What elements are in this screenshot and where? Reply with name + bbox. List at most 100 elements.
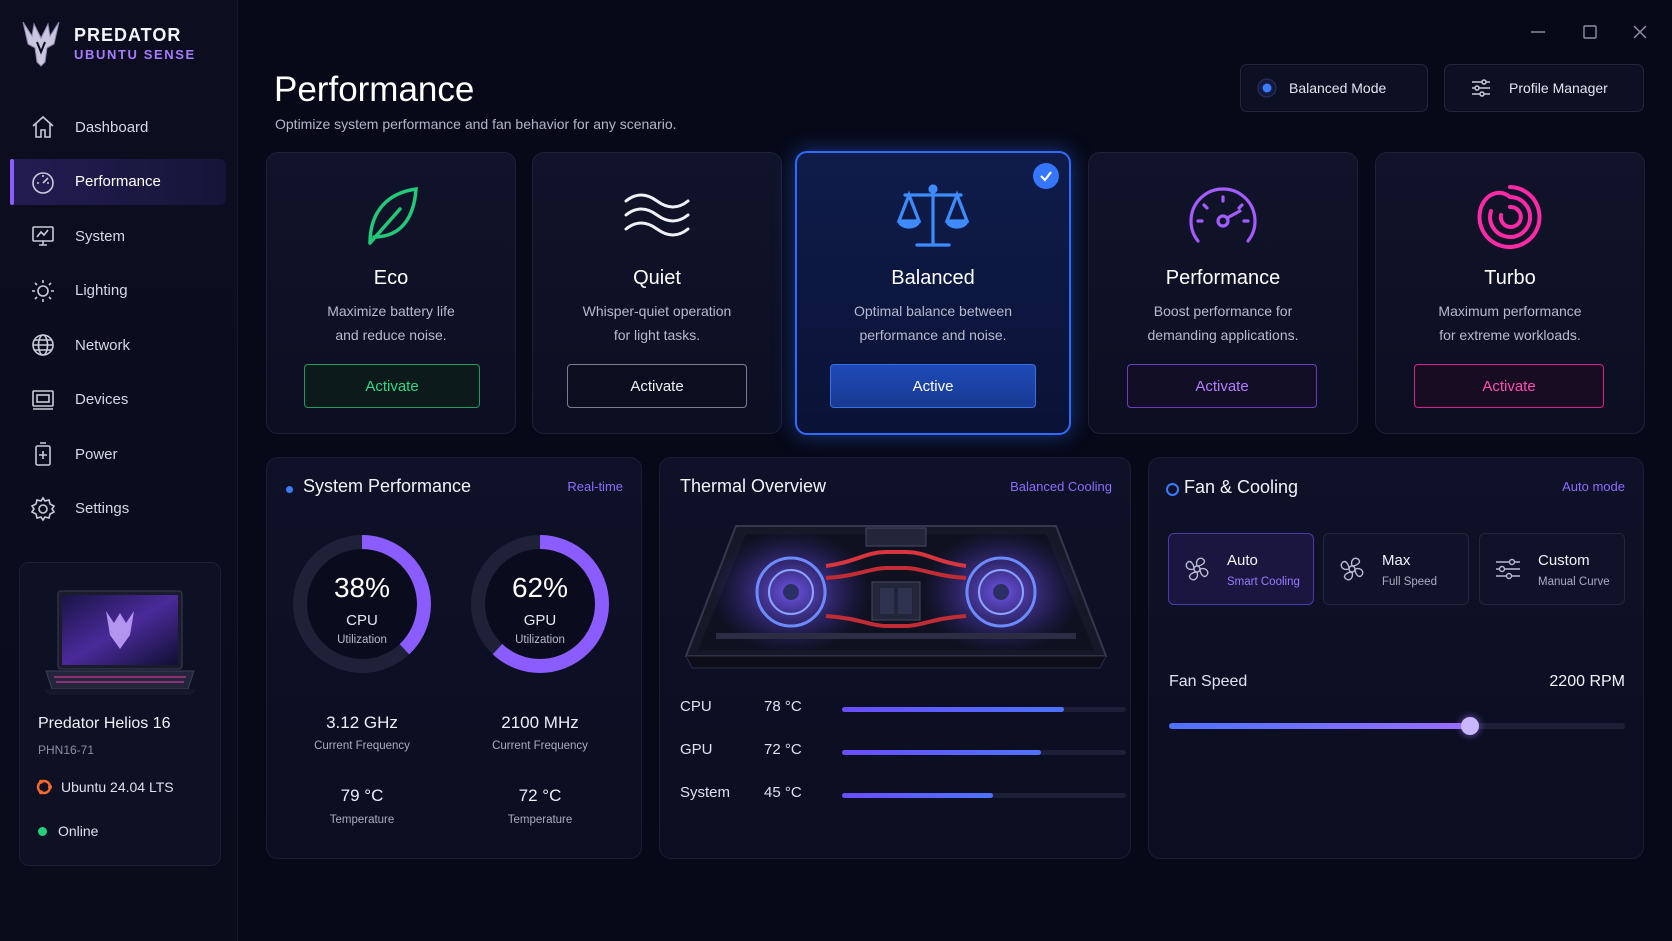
- page-subtitle: Optimize system performance and fan beha…: [275, 116, 677, 132]
- thermal-overview-panel: Thermal Overview Balanced Cooling CPU 78…: [659, 457, 1131, 859]
- gear-icon: [30, 496, 56, 521]
- fan-mode-custom[interactable]: Custom Manual Curve: [1479, 533, 1625, 605]
- fan-speed-handle[interactable]: [1460, 717, 1479, 735]
- thermal-bar-fill: [842, 750, 1041, 755]
- speedometer-icon: [1189, 187, 1257, 243]
- mode-name: Balanced: [891, 267, 975, 289]
- leaf-icon: [368, 186, 418, 245]
- fan-mode-title: Max: [1382, 552, 1411, 569]
- sidebar-item-settings[interactable]: Settings: [10, 486, 226, 532]
- sun-icon: [32, 279, 54, 302]
- close-icon[interactable]: [1628, 20, 1652, 44]
- app-logo: PREDATOR UBUNTU SENSE: [20, 18, 196, 68]
- cooling-tag: Balanced Cooling: [1010, 479, 1112, 494]
- brand-subtitle: UBUNTU SENSE: [74, 46, 196, 62]
- scale-icon: [896, 184, 970, 247]
- gpu-percent: 62%: [511, 572, 569, 603]
- gpu-temperature-label: Temperature: [507, 814, 573, 826]
- cpu-gauge: 38% CPU Utilization: [288, 530, 436, 678]
- mode-description: Whisper-quiet operation for light tasks.: [582, 303, 732, 343]
- sidebar-item-label: Dashboard: [75, 118, 149, 136]
- sidebar-item-devices[interactable]: Devices: [10, 377, 226, 423]
- gpu-label: GPU: [523, 612, 557, 629]
- maximize-icon[interactable]: [1578, 20, 1602, 44]
- minimize-icon[interactable]: [1526, 20, 1550, 44]
- laptop-image: [44, 590, 196, 695]
- sidebar-item-system[interactable]: System: [10, 213, 226, 259]
- balanced-mode-button[interactable]: Balanced Mode: [1240, 64, 1428, 112]
- gpu-frequency: 2100 MHz: [501, 713, 579, 732]
- sidebar-item-dashboard[interactable]: Dashboard: [10, 104, 226, 150]
- mode-name: Performance: [1165, 267, 1281, 289]
- activate-quiet-button[interactable]: Activate: [567, 364, 747, 408]
- device-name: Predator Helios 16: [38, 715, 171, 732]
- thermal-bar-fill: [842, 707, 1064, 712]
- sidebar-item-label: Settings: [75, 500, 130, 517]
- home-icon: [32, 115, 54, 138]
- fan-mode-subtitle: Full Speed: [1382, 576, 1437, 588]
- profile-manager-button[interactable]: Profile Manager: [1444, 64, 1644, 112]
- fan-mode-subtitle: Smart Cooling: [1227, 576, 1300, 588]
- fan-mode-auto[interactable]: Auto Smart Cooling: [1168, 533, 1314, 605]
- mode-card-quiet[interactable]: Quiet Whisper-quiet operation for light t…: [532, 152, 782, 434]
- mode-name: Eco: [373, 267, 409, 289]
- os-label: Ubuntu 24.04 LTS: [61, 779, 174, 795]
- activate-eco-button[interactable]: Activate: [304, 364, 480, 408]
- auto-mode-tag: Auto mode: [1562, 479, 1625, 494]
- sidebar-item-label: Devices: [75, 391, 129, 408]
- predator-logo-icon: [22, 21, 60, 67]
- thermal-row-gpu: GPU 72 °C: [680, 739, 1126, 761]
- cpu-util-label: Utilization: [337, 634, 387, 646]
- battery-icon: [35, 442, 51, 466]
- thermal-bar-track: [842, 793, 1126, 798]
- sidebar-item-label: Performance: [75, 173, 161, 190]
- mode-icon-wrap: [1089, 181, 1357, 251]
- cpu-frequency-label: Current Frequency: [314, 740, 410, 752]
- panel-title: System Performance: [303, 476, 472, 496]
- sidebar-item-lighting[interactable]: Lighting: [10, 268, 226, 314]
- activate-turbo-button[interactable]: Activate: [1414, 364, 1604, 408]
- fan-cooling-panel: Fan & Cooling Auto mode Auto Smart Cooli…: [1148, 457, 1644, 859]
- gpu-util-label: Utilization: [515, 634, 565, 646]
- mode-name: Turbo: [1484, 267, 1536, 289]
- mode-card-performance[interactable]: Performance Boost performance for demandi…: [1088, 152, 1358, 434]
- mode-description: Optimal balance between performance and n…: [854, 303, 1012, 343]
- gpu-ring: [471, 535, 609, 673]
- thermal-row-system: System 45 °C: [680, 782, 1126, 804]
- page-title: Performance: [274, 70, 475, 109]
- fan-icon: [1185, 557, 1209, 581]
- thermal-name: GPU: [680, 741, 713, 758]
- active-balanced-button[interactable]: Active: [830, 364, 1036, 408]
- selected-check-icon: [1033, 163, 1059, 189]
- sidebar-item-power[interactable]: Power: [10, 431, 226, 477]
- sidebar-item-network[interactable]: Network: [10, 322, 226, 368]
- realtime-tag: Real-time: [567, 479, 623, 494]
- activate-performance-button[interactable]: Activate: [1127, 364, 1317, 408]
- mode-card-turbo[interactable]: Turbo Maximum performance for extreme wor…: [1375, 152, 1645, 434]
- cpu-label: CPU: [346, 612, 378, 629]
- brand-name: PREDATOR: [74, 24, 182, 45]
- mode-card-balanced[interactable]: Balanced Optimal balance between performa…: [795, 151, 1071, 435]
- os-info: Ubuntu 24.04 LTS: [35, 778, 174, 796]
- mode-icon-wrap: [1376, 181, 1644, 251]
- gauge-icon: [32, 171, 54, 194]
- sidebar-nav: Dashboard Performance System Lighting Ne…: [10, 104, 226, 540]
- cpu-temperature: 79 °C: [340, 786, 384, 805]
- sidebar-item-label: Lighting: [75, 282, 128, 299]
- thermal-name: CPU: [680, 698, 712, 715]
- online-status: Online: [38, 823, 98, 839]
- thermal-bar-track: [842, 707, 1126, 712]
- fan-speed-slider[interactable]: [1169, 717, 1625, 735]
- ubuntu-icon: [36, 779, 52, 795]
- device-card: Predator Helios 16 PHN16-71 Ubuntu 24.04…: [19, 562, 221, 866]
- panel-title: Fan & Cooling: [1184, 477, 1299, 497]
- mode-card-eco[interactable]: Eco Maximize battery life and reduce nois…: [266, 152, 516, 434]
- gpu-frequency-label: Current Frequency: [492, 740, 588, 752]
- waves-icon: [624, 193, 690, 237]
- fan-mode-max[interactable]: Max Full Speed: [1323, 533, 1469, 605]
- sidebar-item-performance[interactable]: Performance: [10, 158, 226, 205]
- fan-speed-fill: [1169, 723, 1470, 729]
- status-label: Online: [58, 823, 99, 839]
- mode-name: Quiet: [633, 267, 681, 289]
- sliders-icon: [1496, 558, 1520, 580]
